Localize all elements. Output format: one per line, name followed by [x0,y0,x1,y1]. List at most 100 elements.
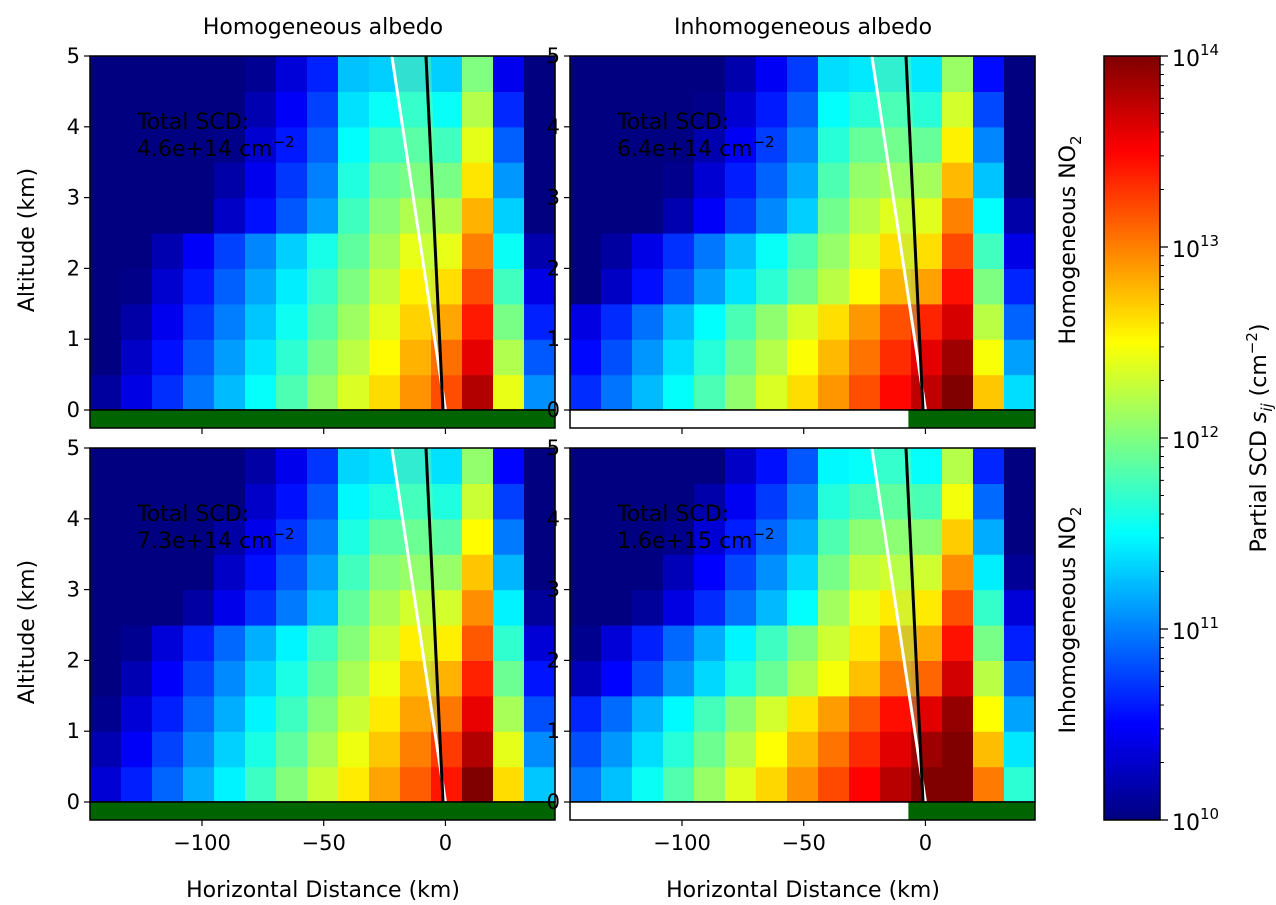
heatmap-cell [570,91,602,128]
heatmap-cell [276,518,308,555]
heatmap-cell [663,660,695,697]
heatmap-cell [183,518,215,555]
heatmap-cell [276,126,308,163]
heatmap-cell [849,339,881,376]
heatmap-cell [942,303,974,340]
heatmap-cell [369,374,401,411]
heatmap-cell [570,625,602,661]
viewing-ray-line [904,447,925,803]
heatmap-cell [1004,162,1036,199]
heatmap-cell [663,554,695,591]
heatmap-cell [524,518,556,555]
heatmap-cell [725,518,757,555]
heatmap-cell [307,374,339,411]
heatmap-cell [493,448,525,484]
heatmap-cell [152,766,184,803]
heatmap-cell [400,233,432,269]
heatmap-cell [431,448,463,484]
y-tick-label: 1 [67,327,80,351]
heatmap-cell [601,766,633,803]
heatmap-cell [431,483,463,520]
heatmap-cell [756,518,788,555]
column-title-left: Homogeneous albedo [203,15,443,40]
heatmap-cell [214,339,246,376]
heatmap-cell [1004,91,1036,128]
heatmap-cell [90,56,122,92]
heatmap-cell [663,197,695,234]
heatmap-cell [570,374,602,411]
heatmap-cell [462,268,494,305]
heatmap-cell [942,448,974,484]
heatmap-cell [276,695,308,732]
heatmap-cell [973,374,1005,411]
heatmap-cell [1004,625,1036,661]
heatmap-cell [462,483,494,520]
heatmap-cell [725,695,757,732]
heatmap-cell [90,303,122,340]
heatmap-cell [570,448,602,484]
heatmap-cell [276,91,308,128]
heatmap-cell [493,695,525,732]
heatmap-cell [338,91,370,128]
heatmap-cell [849,554,881,591]
heatmap-cell [725,268,757,305]
heatmap-cell [818,339,850,376]
heatmap-cell [462,233,494,269]
heatmap-cell [400,91,432,128]
heatmap-cell [787,303,819,340]
heatmap-cell [307,197,339,234]
row-label-top-main: Homogeneous NO [1056,145,1081,345]
heatmap-cell [663,268,695,305]
y-tick-label: 2 [67,256,80,280]
heatmap-cell [725,660,757,697]
heatmap-cell [632,554,664,591]
heatmap-cell [400,731,432,768]
heatmap-cell [493,554,525,591]
heatmap-cell [462,625,494,661]
heatmap-cell [307,126,339,163]
heatmap-cell [90,162,122,199]
heatmap-cell [787,660,819,697]
heatmap-cell [245,233,277,269]
heatmap-cell [694,518,726,555]
heatmap-cell [849,303,881,340]
heatmap-cell [152,56,184,92]
heatmap-cell [183,233,215,269]
heatmap-cell [152,268,184,305]
heatmap-cell [694,162,726,199]
heatmap-cell [849,695,881,732]
heatmap-cell [849,233,881,269]
heatmap-cell [570,126,602,163]
heatmap-cell [1004,303,1036,340]
heatmap-panel-bottom-right: 0 1 2 3 4 5 −100 −50 0 Total SCD:1.6e+15 cm−2 [547,436,1036,855]
heatmap-cell [1004,126,1036,163]
heatmap-cell [725,731,757,768]
heatmap-cell [880,374,912,411]
heatmap-cell [818,695,850,732]
heatmap-cell [818,56,850,92]
heatmap-cell [214,766,246,803]
x-tick-label: 0 [919,831,932,855]
heatmap-cell [601,197,633,234]
column-title-right: Inhomogeneous albedo [674,15,932,40]
heatmap-cell [632,695,664,732]
heatmap-cell [493,660,525,697]
heatmap-cell [911,374,943,411]
heatmap-cell [90,91,122,128]
heatmap-cell [663,589,695,626]
heatmap-cell [90,233,122,269]
heatmap-cell [214,374,246,411]
total-scd-label: Total SCD: [136,502,249,527]
total-scd-number: 1.6e+15 cm [617,529,752,554]
heatmap-cell [632,766,664,803]
heatmap-cell [973,91,1005,128]
heatmap-cell [601,695,633,732]
heatmap-cell [818,197,850,234]
heatmap-panel-bottom-left: 0 1 2 3 4 5 −100 −50 0 Total SCD:7.3e+14 cm−2 [67,436,556,855]
heatmap-cell [601,625,633,661]
heatmap-cell [214,695,246,732]
heatmap-cell [245,554,277,591]
heatmap-cell [632,268,664,305]
heatmap-cell [524,233,556,269]
